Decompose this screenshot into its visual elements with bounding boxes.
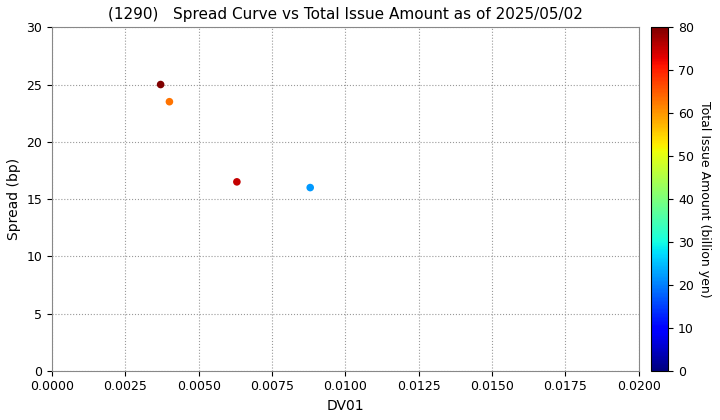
Point — [231, 178, 243, 185]
Y-axis label: Spread (bp): Spread (bp) — [7, 158, 21, 240]
X-axis label: DV01: DV01 — [327, 399, 364, 413]
Title: (1290)   Spread Curve vs Total Issue Amount as of 2025/05/02: (1290) Spread Curve vs Total Issue Amoun… — [108, 7, 583, 22]
Point — [163, 98, 175, 105]
Point — [305, 184, 316, 191]
Y-axis label: Total Issue Amount (billion yen): Total Issue Amount (billion yen) — [698, 101, 711, 297]
Point — [155, 81, 166, 88]
